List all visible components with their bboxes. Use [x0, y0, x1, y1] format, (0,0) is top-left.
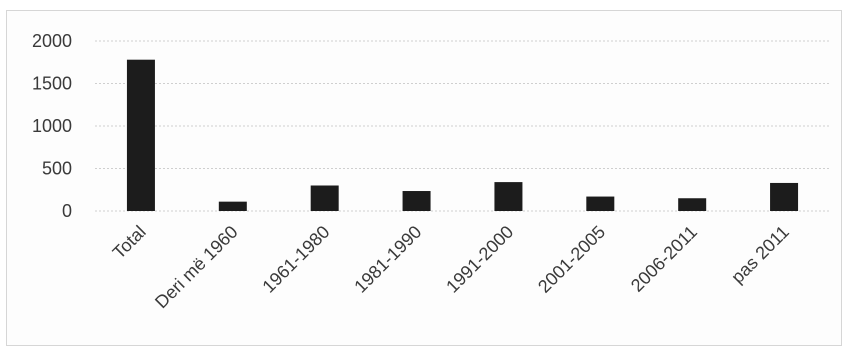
x-axis-labels: Total Deri më 1960 1961-1980 1981-1990 1991-…	[109, 222, 793, 313]
bar-1	[218, 201, 247, 211]
x-category-label: Deri më 1960	[151, 222, 242, 313]
y-tick-label: 0	[62, 201, 72, 221]
bar-7	[770, 182, 799, 211]
y-tick-label: 500	[42, 159, 72, 179]
bar-5	[586, 196, 615, 211]
x-category-label: 1991-2000	[442, 222, 517, 297]
bars	[126, 59, 799, 212]
bar-3	[402, 191, 431, 211]
x-category-label: 2001-2005	[534, 222, 609, 297]
x-category-label: 2006-2011	[627, 222, 701, 296]
bar-2	[310, 185, 339, 211]
bar-4	[494, 182, 523, 211]
y-tick-label: 1000	[32, 116, 72, 136]
grid-layer	[95, 40, 830, 212]
x-category-label: pas 2011	[727, 222, 793, 288]
bar-6	[678, 198, 707, 211]
y-tick-label: 2000	[32, 31, 72, 51]
y-tick-label: 1500	[32, 74, 72, 94]
x-category-label: 1981-1990	[350, 222, 425, 297]
x-category-label: 1961-1980	[258, 222, 333, 297]
x-category-label: Total	[109, 222, 150, 263]
bar-0	[126, 59, 155, 212]
y-axis-ticks: 0 500 1000 1500 2000	[32, 31, 72, 221]
